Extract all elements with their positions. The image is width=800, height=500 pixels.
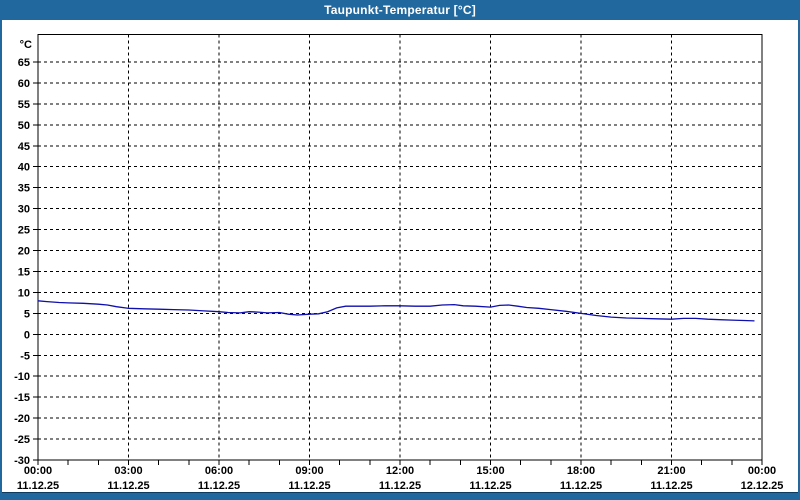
window-title: Taupunkt-Temperatur [°C] [324,3,476,17]
y-axis-label: 35 [18,183,30,195]
y-axis-label: 60 [18,78,30,90]
x-axis-time-label: 03:00 [114,465,142,477]
x-axis-date-label: 11.12.25 [469,480,511,492]
y-axis-label: -25 [14,434,30,446]
y-axis-label: 50 [18,120,30,132]
y-axis-label: -15 [14,392,30,404]
y-axis-label: 5 [24,308,30,320]
window-titlebar[interactable]: Taupunkt-Temperatur [°C] [0,0,800,20]
x-axis-time-label: 12:00 [386,465,414,477]
y-axis-label: 15 [18,266,30,278]
y-axis-label: 45 [18,141,30,153]
tick-marks [33,61,763,465]
y-axis-unit-label: °C [20,39,32,51]
y-axis-label: -5 [20,350,30,362]
x-axis-time-label: 15:00 [476,465,504,477]
y-axis-label: 40 [18,162,30,174]
x-axis-date-label: 11.12.25 [198,480,240,492]
y-axis-label: 25 [18,225,30,237]
dewpoint-series-line [37,300,755,322]
x-axis-time-label: 18:00 [567,465,595,477]
x-axis-time-label: 06:00 [205,465,233,477]
x-axis-date-label: 11.12.25 [560,480,602,492]
y-axis-label: -30 [14,455,30,467]
x-axis-time-label: 00:00 [24,465,52,477]
x-axis-date-label: 11.12.25 [17,480,59,492]
y-axis-label: 20 [18,246,30,258]
x-axis-time-label: 09:00 [295,465,323,477]
y-axis-label: -20 [14,413,30,425]
x-axis-date-label: 11.12.25 [379,480,421,492]
y-axis-label: -10 [14,371,30,383]
y-axis-label: 10 [18,287,30,299]
x-axis-date-label: 12.12.25 [741,480,784,492]
gridlines [38,34,762,460]
y-axis-label: 65 [18,57,30,69]
y-axis-label: 30 [18,204,30,216]
x-axis-date-label: 11.12.25 [107,480,149,492]
x-axis-time-label: 21:00 [657,465,685,477]
x-axis-date-label: 11.12.25 [288,480,330,492]
y-axis-label: 0 [24,329,30,341]
x-axis-date-label: 11.12.25 [650,480,692,492]
y-axis-label: 55 [18,99,30,111]
x-axis-time-label: 00:00 [748,465,776,477]
axis-labels: -30 -25 -20 -15 -10 -5 0 5 10 15 20 25 30 35 40 45 50 55 6… [14,39,783,492]
